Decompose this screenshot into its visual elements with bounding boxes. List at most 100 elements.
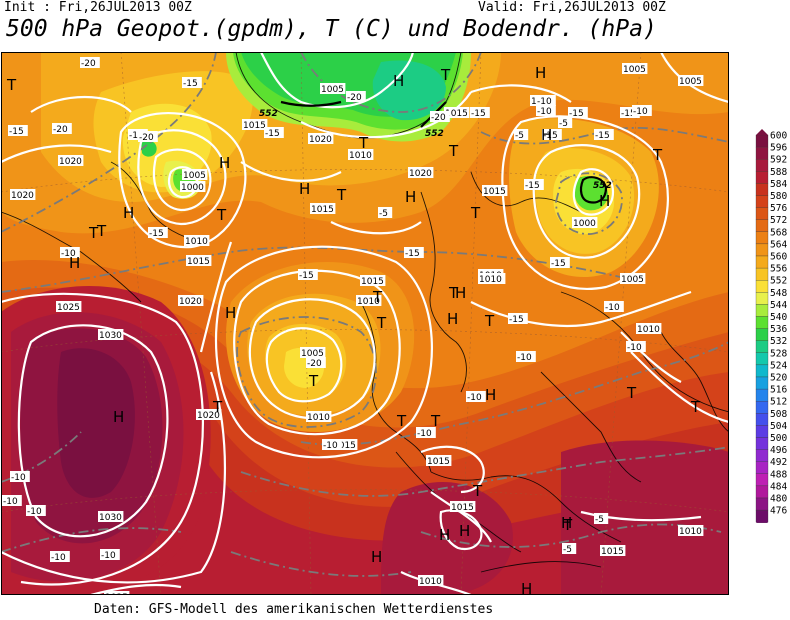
isotherm-label-t-20d-box	[346, 91, 366, 102]
isotherm-label-t-15b-box	[128, 129, 148, 140]
isobar-label-p1020-n-box	[308, 133, 334, 144]
legend-label-572: 572	[770, 215, 787, 226]
isobar-label-p1010-c2-box	[306, 411, 332, 422]
low-center-c11: T	[358, 134, 369, 152]
legend-label-536: 536	[770, 324, 787, 335]
isobar-label-p1015-n2: 1015	[445, 109, 468, 119]
legend-swatch-516	[755, 388, 769, 402]
isobar-label-p1010-ee-box	[636, 323, 662, 334]
isotherm-label-t-10i-box	[626, 341, 646, 352]
low-center-c33: T	[562, 516, 573, 534]
isobar-label-p1010-n: 1010	[349, 151, 372, 161]
high-center-c29: H	[485, 386, 496, 404]
isotherm-label-t-15a-box	[182, 77, 202, 88]
data-source: Daten: GFS-Modell des amerikanischen Wet…	[94, 602, 494, 617]
isotherm-label-t-15m: -15	[551, 259, 566, 269]
isotherm-label-t-15k-box	[404, 247, 424, 258]
legend-swatch-504	[755, 425, 769, 438]
isotherm-label-t-5a-box	[514, 129, 529, 140]
isotherm-label-t-10j: -10	[11, 473, 26, 483]
isotherm-label-t-20b: -20	[53, 125, 68, 135]
high-center-c9: H	[405, 188, 416, 206]
isotherm-label-t-10l: -10	[51, 553, 66, 563]
isobar-label-p1015-nw-box	[186, 255, 212, 266]
legend-label-480: 480	[770, 494, 787, 505]
isotherm-label-t-15d-box	[470, 107, 490, 118]
high-center-c4: H	[123, 204, 134, 222]
low-center-c18: T	[470, 204, 481, 222]
legend-label-596: 596	[770, 143, 787, 154]
isobar-label-p1005-e-box	[620, 273, 646, 284]
legend-label-600: 600	[770, 131, 787, 142]
isobar-label-p1030-w: 1030	[99, 331, 122, 341]
high-center-c32: H	[439, 526, 450, 544]
isotherm-label-t-15j: -15	[149, 229, 164, 239]
legend-label-516: 516	[770, 385, 787, 396]
low-center-c31: T	[472, 482, 483, 500]
isobar-label-p1005-e: 1005	[621, 275, 644, 285]
isotherm-label-t-5a: -5	[515, 131, 524, 141]
color-legend: 600 596 592 588 584 580 576 572 568 564 560 556 552 5…	[754, 129, 790, 529]
legend-swatch-508	[755, 413, 769, 426]
legend-label-488: 488	[770, 469, 787, 480]
isotherm-label-t-5e: -5	[563, 545, 572, 555]
isotherm-label-t-10k-box	[26, 505, 46, 516]
isotherm-label-t-15n-box	[508, 313, 528, 324]
legend-label-532: 532	[770, 336, 787, 347]
legend-label-560: 560	[770, 252, 787, 263]
isobar-label-p1015-c: 1015	[311, 205, 334, 215]
legend-swatch-480	[755, 497, 769, 511]
isobar-label-p1020-n: 1020	[309, 135, 332, 145]
isotherm-label-t-10a: -10	[537, 97, 552, 107]
isobar-label-p1010-nw: 1010	[185, 237, 208, 247]
legend-label-504: 504	[770, 421, 787, 432]
legend-label-576: 576	[770, 203, 787, 214]
legend-label-528: 528	[770, 348, 787, 359]
isobar-label-p1005-top: 1005	[321, 85, 344, 95]
map-labels: 1005 1005 1005 1010 1015 1015 1020 1010 1020 1015…	[2, 57, 704, 603]
isotherm-label-t-10a-box	[536, 95, 556, 106]
legend-label-500: 500	[770, 433, 787, 444]
isobar-label-p1010-c2: 1010	[307, 413, 330, 423]
legend-swatch-496	[755, 449, 769, 462]
isobar-label-p1015-c2-box	[360, 275, 386, 286]
isobar-label-p1015-s: 1015	[427, 457, 450, 467]
legend-swatch-556	[755, 267, 769, 281]
low-center-c3: T	[96, 222, 107, 240]
legend-label-568: 568	[770, 227, 787, 238]
legend-label-564: 564	[770, 239, 787, 250]
legend-swatch-524	[755, 364, 769, 378]
legend-label-556: 556	[770, 264, 787, 275]
isobar-label-p1020-w3-box	[178, 295, 204, 306]
isotherm-label-t-15e-box	[568, 107, 588, 118]
high-center-c5: H	[219, 154, 230, 172]
low-center-c35: T	[690, 398, 701, 416]
high-center-c22: H	[113, 408, 124, 426]
isotherm-label-t-10n: -10	[3, 497, 18, 507]
legend-swatch-500	[755, 437, 769, 450]
isobar-label-p1005-c-box	[300, 347, 326, 358]
isobar-label-p1010-sw2-box	[478, 273, 504, 284]
isotherm-label-t-20a: -20	[81, 59, 96, 69]
map-title: 500 hPa Geopot.(gpdm), T (C) und Bodendr…	[6, 16, 657, 42]
isobar-label-p1015-c-box	[310, 203, 336, 214]
legend-label-508: 508	[770, 409, 787, 420]
legend-swatch-552	[755, 280, 769, 293]
legend-swatch-520	[755, 376, 769, 390]
legend-swatch-540	[755, 316, 769, 329]
isobar-label-p1005-ne2-box	[678, 75, 704, 86]
isobar-label-p1005-nw: 1005	[183, 171, 206, 181]
legend-swatch-572	[755, 219, 769, 232]
legend-swatch-536	[755, 328, 769, 341]
legend-label-540: 540	[770, 312, 787, 323]
isobar-label-p1015-s-box	[426, 455, 452, 466]
low-center-c1: T	[6, 76, 17, 94]
isotherm-label-t-15d: -15	[471, 109, 486, 119]
isobar-label-p1000-nw-box	[180, 181, 206, 192]
isobar-label-p1000-nw: 1000	[181, 183, 204, 193]
height-label-g552b: 552	[425, 129, 444, 139]
legend-swatch-560	[755, 255, 769, 269]
isotherm-label-t-5c-box	[378, 207, 393, 218]
isobar-label-p1025-w: 1025	[57, 303, 80, 313]
isotherm-label-t-15o: -15	[9, 127, 24, 137]
